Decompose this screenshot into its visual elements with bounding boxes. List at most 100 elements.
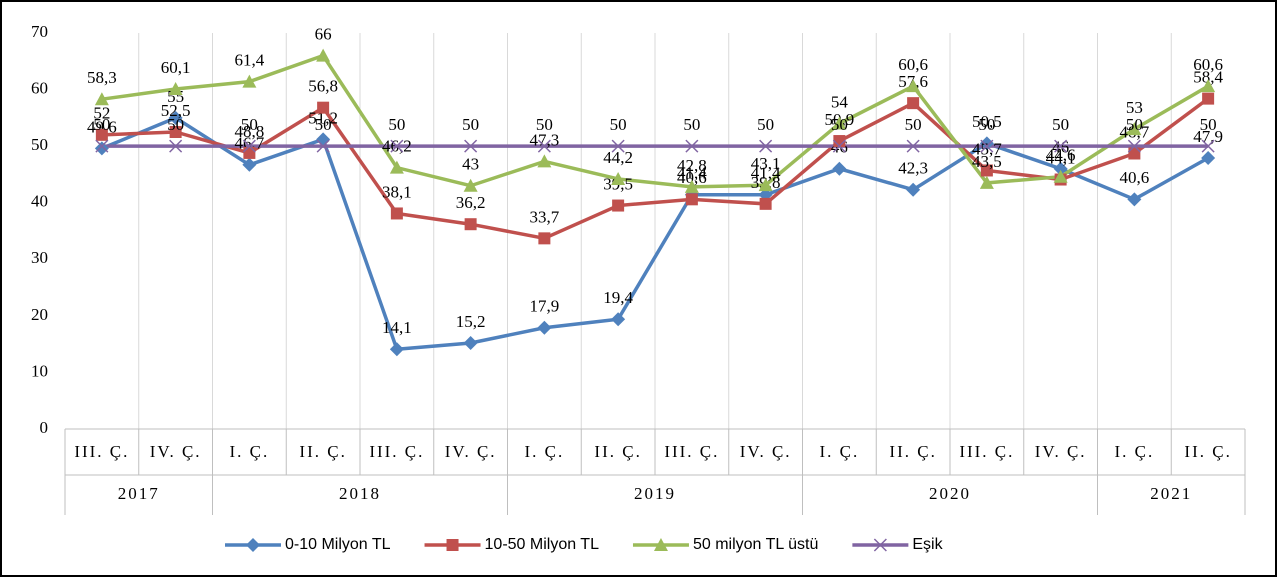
data-label: 50 xyxy=(978,115,995,134)
data-point xyxy=(979,175,994,189)
data-label: 40,6 xyxy=(1120,168,1150,187)
data-label: 50 xyxy=(462,115,479,134)
data-point xyxy=(538,232,551,245)
data-point xyxy=(389,342,404,357)
x-tick-label: II. Ç. xyxy=(299,442,346,461)
data-label: 50 xyxy=(1200,115,1217,134)
data-label: 53 xyxy=(1126,98,1143,117)
data-point xyxy=(1201,151,1216,166)
data-point xyxy=(685,193,698,206)
data-label: 48,8 xyxy=(235,122,265,141)
data-label: 60,6 xyxy=(1193,55,1223,74)
legend-label: 50 milyon TL üstü xyxy=(693,536,818,553)
y-tick-label: 20 xyxy=(31,305,48,324)
data-point xyxy=(906,139,920,153)
data-point xyxy=(759,139,773,153)
data-point xyxy=(316,139,330,153)
data-point xyxy=(906,79,921,93)
data-point xyxy=(611,312,626,327)
data-point xyxy=(906,182,921,197)
y-tick-label: 0 xyxy=(40,418,49,437)
data-point xyxy=(832,116,847,130)
data-point xyxy=(243,146,256,159)
data-point xyxy=(463,336,478,351)
x-tick-label: IV. Ç. xyxy=(150,442,202,461)
legend-marker xyxy=(246,538,260,552)
x-tick-label: I. Ç. xyxy=(525,442,565,461)
data-label: 58,3 xyxy=(87,68,117,87)
data-point xyxy=(537,320,552,335)
y-tick-label: 60 xyxy=(31,78,48,97)
data-point xyxy=(612,199,625,212)
data-label: 49,6 xyxy=(87,117,117,136)
y-tick-label: 70 xyxy=(31,22,48,41)
data-label: 47,9 xyxy=(1193,127,1223,146)
data-point xyxy=(907,97,920,110)
legend-label: 0-10 Milyon TL xyxy=(285,536,391,553)
data-point xyxy=(1054,139,1068,153)
group-label: 2017 xyxy=(118,484,160,503)
data-point xyxy=(1127,192,1142,207)
series-line xyxy=(101,115,1209,352)
x-tick-label: II. Ç. xyxy=(594,442,641,461)
data-label: 50 xyxy=(1052,115,1069,134)
data-label: 52 xyxy=(93,104,110,123)
data-point xyxy=(316,48,331,62)
x-tick-label: III. Ç. xyxy=(959,442,1014,461)
data-point xyxy=(1201,139,1215,153)
data-label: 66 xyxy=(315,25,332,44)
data-label: 38,1 xyxy=(382,182,412,201)
data-label: 41,4 xyxy=(751,164,781,183)
data-label: 43 xyxy=(462,155,479,174)
data-label: 50 xyxy=(610,115,627,134)
data-label: 36,2 xyxy=(456,193,486,212)
x-tick-label: IV. Ç. xyxy=(445,442,497,461)
data-label: 41,4 xyxy=(677,164,707,183)
data-point xyxy=(464,218,477,231)
data-point xyxy=(1127,122,1142,136)
data-point xyxy=(1053,161,1068,176)
data-point xyxy=(169,126,182,138)
data-label: 19,4 xyxy=(603,288,633,307)
x-tick-label: II. Ç. xyxy=(1184,442,1231,461)
x-tick-label: II. Ç. xyxy=(889,442,936,461)
data-point xyxy=(832,161,847,176)
data-point xyxy=(758,178,773,192)
data-label: 42,8 xyxy=(677,156,707,175)
data-point xyxy=(832,139,846,153)
group-label: 2021 xyxy=(1150,484,1192,503)
data-label: 44,2 xyxy=(603,148,633,167)
data-point xyxy=(242,74,257,88)
y-tick-label: 40 xyxy=(31,192,48,211)
series-line xyxy=(101,97,1210,241)
data-point xyxy=(317,101,330,114)
data-point xyxy=(1053,169,1068,183)
data-point xyxy=(464,139,478,153)
data-label: 50 xyxy=(905,115,922,134)
data-point xyxy=(390,207,403,220)
data-label: 52,5 xyxy=(161,101,191,120)
data-point xyxy=(759,197,772,210)
data-label: 54 xyxy=(831,92,849,111)
data-label: 50 xyxy=(1126,115,1143,134)
data-point xyxy=(685,139,699,153)
data-label: 44,6 xyxy=(1046,146,1076,165)
data-point xyxy=(463,178,478,192)
data-point xyxy=(94,92,109,106)
data-point xyxy=(1127,139,1141,153)
data-label: 43,5 xyxy=(972,152,1002,171)
x-tick-label: I. Ç. xyxy=(1115,442,1155,461)
data-label: 50,5 xyxy=(972,112,1002,131)
x-tick-label: III. Ç. xyxy=(664,442,719,461)
data-label: 50 xyxy=(831,115,848,134)
data-point xyxy=(1202,92,1215,105)
data-label: 50 xyxy=(536,115,553,134)
legend-label: Eşik xyxy=(912,536,943,553)
group-label: 2018 xyxy=(339,484,381,503)
y-tick-label: 30 xyxy=(31,248,48,267)
x-tick-label: IV. Ç. xyxy=(1035,442,1087,461)
y-tick-label: 10 xyxy=(31,361,48,380)
group-label: 2019 xyxy=(634,484,676,503)
